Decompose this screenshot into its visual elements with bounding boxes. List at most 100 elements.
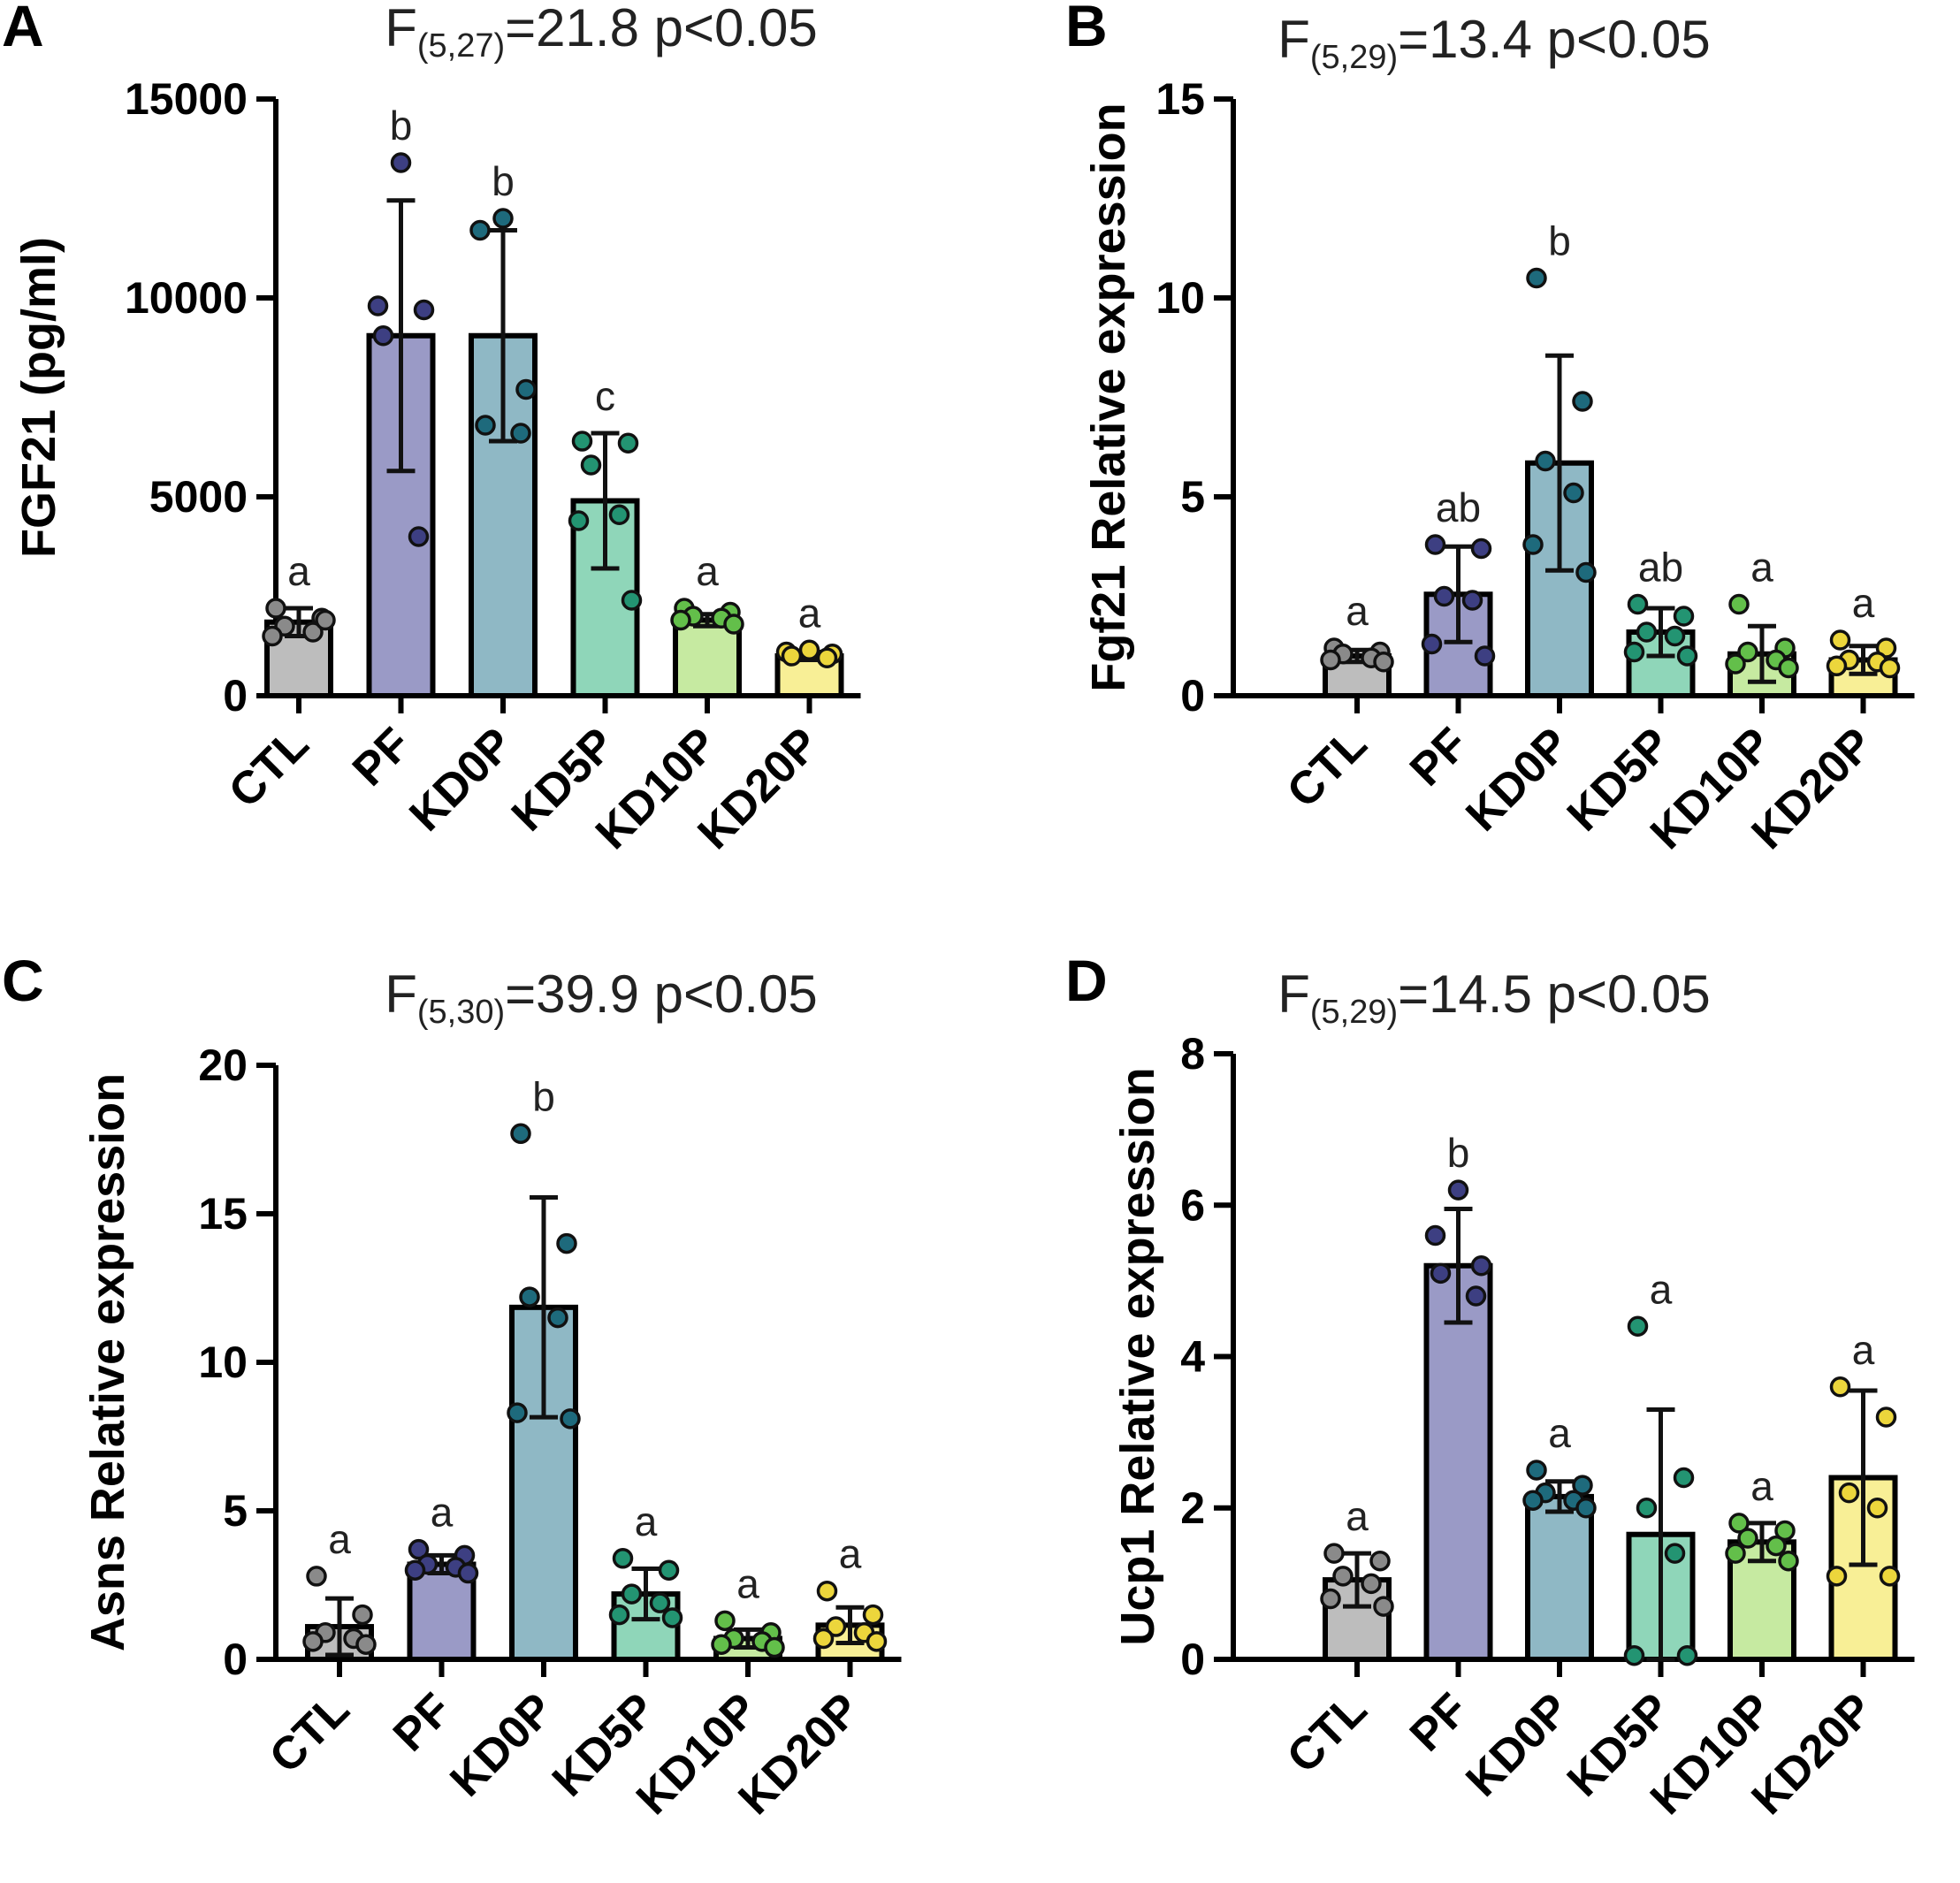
data-point xyxy=(475,415,496,436)
x-tick-label: PF xyxy=(1400,718,1478,796)
data-point xyxy=(1627,1315,1649,1337)
data-point xyxy=(1664,1543,1686,1564)
data-point xyxy=(560,1408,581,1429)
significance-letter: a xyxy=(1852,580,1875,626)
y-tick-label: 0 xyxy=(223,671,248,720)
panel-letter: D xyxy=(1065,948,1108,1013)
y-tick-label: 5 xyxy=(223,1486,248,1536)
stat-df: (5,27) xyxy=(417,27,505,65)
panel-letter: A xyxy=(2,0,44,58)
data-point xyxy=(781,645,803,667)
significance-letter: a xyxy=(1346,1493,1369,1539)
data-point xyxy=(1879,657,1901,679)
data-point xyxy=(1664,625,1686,647)
data-point xyxy=(1725,1543,1746,1564)
data-point xyxy=(515,378,537,400)
data-point xyxy=(711,1634,732,1655)
x-tick-label: KD0P xyxy=(440,1683,563,1806)
significance-letter: b xyxy=(1447,1130,1470,1176)
data-point xyxy=(658,1559,680,1581)
significance-letter: a xyxy=(1346,588,1369,634)
y-axis-label: Asns Relative expression xyxy=(81,1073,134,1651)
significance-letter: ab xyxy=(1638,545,1683,591)
data-point xyxy=(1636,1498,1658,1519)
data-point xyxy=(1461,590,1483,611)
data-point xyxy=(866,1631,888,1652)
data-point xyxy=(556,1232,577,1254)
y-tick-label: 0 xyxy=(1180,671,1205,720)
stat-annotation: F(5,29)=14.5 p<0.05 xyxy=(1277,964,1711,1031)
x-tick-label: KD0P xyxy=(1456,718,1579,841)
x-tick-label: KD0P xyxy=(400,718,522,841)
y-tick-label: 10000 xyxy=(125,273,248,323)
significance-letter: a xyxy=(798,590,821,636)
data-point xyxy=(621,590,643,611)
data-point xyxy=(1673,606,1695,627)
x-tick-label: CTL xyxy=(260,1683,359,1782)
data-point xyxy=(1673,1467,1695,1489)
significance-letter: a xyxy=(696,548,719,594)
y-tick-label: 20 xyxy=(198,1041,248,1090)
data-point xyxy=(816,647,838,668)
data-point xyxy=(1623,1644,1645,1666)
stat-annotation: F(5,27)=21.8 p<0.05 xyxy=(385,0,818,65)
data-point xyxy=(404,1559,426,1581)
panel-letter: C xyxy=(2,948,44,1013)
data-point xyxy=(723,614,744,635)
y-tick-label: 10 xyxy=(198,1338,248,1387)
y-tick-label: 5000 xyxy=(149,472,248,522)
data-point xyxy=(1778,657,1799,679)
data-point xyxy=(1575,1498,1597,1519)
y-tick-label: 4 xyxy=(1180,1332,1205,1382)
data-point xyxy=(1470,537,1492,560)
data-point xyxy=(1829,1376,1851,1398)
y-tick-label: 5 xyxy=(1180,472,1205,522)
data-point xyxy=(413,299,435,321)
data-point xyxy=(408,1538,430,1560)
x-tick-label: KD0P xyxy=(1456,1683,1579,1806)
significance-letter: a xyxy=(328,1516,351,1562)
data-point xyxy=(1826,655,1848,676)
data-point xyxy=(315,609,336,631)
data-point xyxy=(352,1604,373,1626)
data-point xyxy=(355,1634,377,1655)
data-point xyxy=(469,219,491,241)
data-point xyxy=(1676,1644,1698,1666)
panel-d: D F(5,29)=14.5 p<0.05 Ucp1 Relative expres… xyxy=(1065,948,1915,1825)
data-point xyxy=(1323,1543,1345,1564)
data-point xyxy=(1447,1179,1469,1201)
data-point xyxy=(265,598,286,619)
data-point xyxy=(608,1604,630,1626)
data-point xyxy=(262,625,283,647)
data-point xyxy=(812,1628,835,1650)
bar-kd0p xyxy=(1525,1493,1594,1662)
data-point xyxy=(764,1636,785,1658)
data-point xyxy=(1474,645,1496,667)
significance-letter: a xyxy=(287,548,310,594)
data-point xyxy=(1572,1475,1593,1496)
data-point xyxy=(862,1604,884,1626)
data-point xyxy=(1627,593,1649,615)
data-point xyxy=(621,1583,643,1605)
data-point xyxy=(1563,482,1584,504)
stat-value: =21.8 p<0.05 xyxy=(505,0,818,57)
data-point xyxy=(1526,1460,1547,1481)
data-point xyxy=(608,504,630,525)
data-point xyxy=(1829,629,1851,651)
data-point xyxy=(1737,641,1758,663)
data-point xyxy=(1361,1573,1382,1595)
significance-letter: b xyxy=(532,1073,555,1119)
data-point xyxy=(1728,593,1750,615)
y-tick-label: 6 xyxy=(1180,1180,1205,1230)
stat-annotation: F(5,30)=39.9 p<0.05 xyxy=(385,964,818,1031)
data-point xyxy=(408,526,430,547)
significance-letter: ab xyxy=(1436,484,1481,530)
data-point xyxy=(580,454,602,476)
significance-letter: a xyxy=(736,1560,759,1606)
y-tick-label: 2 xyxy=(1180,1483,1205,1533)
data-point xyxy=(1866,1498,1888,1519)
data-point xyxy=(1575,561,1597,583)
data-point xyxy=(612,1548,634,1569)
data-point xyxy=(1522,534,1544,555)
